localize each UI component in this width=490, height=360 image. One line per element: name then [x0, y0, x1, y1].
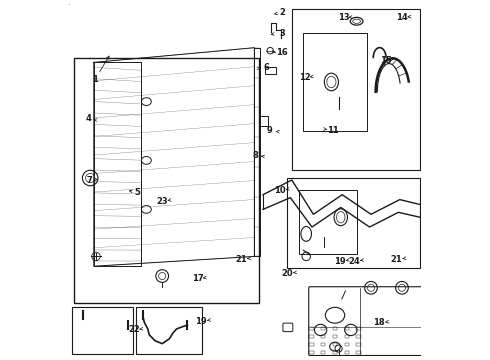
- Bar: [310, 351, 314, 354]
- Text: 21: 21: [391, 255, 403, 264]
- Text: 6: 6: [263, 63, 269, 72]
- Text: 23: 23: [156, 197, 168, 206]
- Text: 19: 19: [335, 257, 346, 266]
- Bar: [321, 343, 325, 346]
- Text: 17: 17: [192, 274, 203, 283]
- Bar: [265, 67, 276, 74]
- Text: 5: 5: [134, 188, 140, 197]
- Text: 20: 20: [282, 269, 293, 278]
- Text: 18: 18: [373, 318, 385, 327]
- Bar: [333, 351, 337, 354]
- Bar: [333, 327, 337, 330]
- Bar: [299, 190, 357, 253]
- Bar: [356, 327, 361, 330]
- Text: 4: 4: [85, 114, 91, 123]
- Bar: [292, 9, 420, 170]
- Bar: [310, 343, 314, 346]
- Bar: [356, 351, 361, 354]
- Bar: [333, 335, 337, 338]
- Text: 24: 24: [348, 257, 360, 266]
- Bar: [303, 33, 368, 131]
- Bar: [333, 343, 337, 346]
- Text: 7: 7: [87, 176, 93, 185]
- Text: 2: 2: [279, 8, 285, 17]
- Bar: [344, 351, 349, 354]
- Text: 11: 11: [327, 126, 339, 135]
- Text: 10: 10: [274, 186, 286, 195]
- Bar: [356, 343, 361, 346]
- Text: 13: 13: [338, 13, 349, 22]
- Text: 19: 19: [195, 317, 207, 325]
- Text: 21: 21: [236, 255, 247, 264]
- Text: 16: 16: [276, 49, 288, 58]
- Bar: [136, 307, 202, 355]
- Bar: [344, 327, 349, 330]
- Bar: [356, 335, 361, 338]
- Bar: [321, 351, 325, 354]
- Text: 8: 8: [253, 151, 258, 160]
- Bar: [344, 343, 349, 346]
- Bar: [287, 178, 420, 268]
- Text: 1: 1: [92, 75, 98, 84]
- Text: 9: 9: [267, 126, 272, 135]
- Text: 12: 12: [299, 73, 311, 82]
- Bar: [310, 335, 314, 338]
- Text: 22: 22: [128, 325, 140, 334]
- Text: 3: 3: [279, 29, 285, 38]
- Bar: [72, 307, 133, 355]
- Bar: [74, 58, 259, 302]
- Bar: [321, 335, 325, 338]
- Bar: [321, 327, 325, 330]
- Text: 14: 14: [396, 13, 408, 22]
- Text: 15: 15: [380, 55, 392, 64]
- Bar: [310, 327, 314, 330]
- Bar: [344, 335, 349, 338]
